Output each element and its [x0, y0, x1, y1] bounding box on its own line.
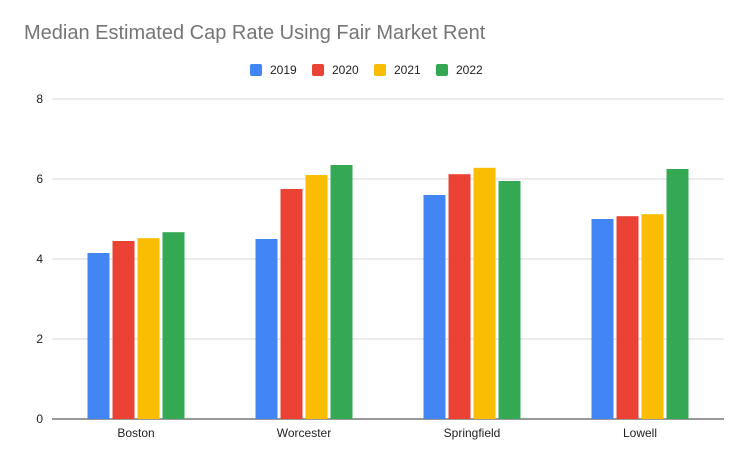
bar-lowell-2021	[641, 214, 664, 419]
x-tick-label: Lowell	[623, 426, 657, 440]
bar-worcester-2019	[255, 239, 278, 419]
y-tick-label: 6	[36, 172, 43, 186]
legend-label: 2020	[332, 63, 359, 77]
bars	[87, 165, 689, 419]
bar-springfield-2020	[448, 174, 471, 419]
x-axis-ticks: Boston Worcester Springfield Lowell	[117, 426, 657, 440]
bar-worcester-2020	[280, 189, 303, 419]
x-tick-label: Boston	[117, 426, 154, 440]
y-tick-label: 4	[36, 252, 43, 266]
bar-springfield-2021	[473, 167, 496, 419]
y-axis-ticks: 0 2 4 6 8	[36, 92, 43, 426]
bar-worcester-2022	[330, 165, 353, 419]
bar-lowell-2019	[591, 219, 614, 419]
bar-boston-2020	[112, 241, 135, 419]
legend-swatch-2021	[374, 64, 386, 76]
legend-swatch-2022	[436, 64, 448, 76]
y-tick-label: 0	[36, 412, 43, 426]
chart-title: Median Estimated Cap Rate Using Fair Mar…	[24, 22, 486, 44]
legend-swatch-2019	[250, 64, 262, 76]
legend-label: 2019	[270, 63, 297, 77]
bar-worcester-2021	[305, 175, 328, 419]
legend: 2019 2020 2021 2022	[250, 63, 483, 77]
legend-label: 2022	[456, 63, 483, 77]
bar-boston-2019	[87, 253, 110, 419]
x-tick-label: Worcester	[277, 426, 331, 440]
bar-springfield-2019	[423, 195, 446, 419]
legend-swatch-2020	[312, 64, 324, 76]
bar-lowell-2022	[666, 169, 689, 419]
y-tick-label: 2	[36, 332, 43, 346]
bar-springfield-2022	[498, 181, 521, 419]
bar-lowell-2020	[616, 216, 639, 419]
y-tick-label: 8	[36, 92, 43, 106]
x-tick-label: Springfield	[444, 426, 501, 440]
bar-boston-2022	[162, 232, 185, 419]
legend-label: 2021	[394, 63, 421, 77]
bar-boston-2021	[137, 238, 160, 419]
